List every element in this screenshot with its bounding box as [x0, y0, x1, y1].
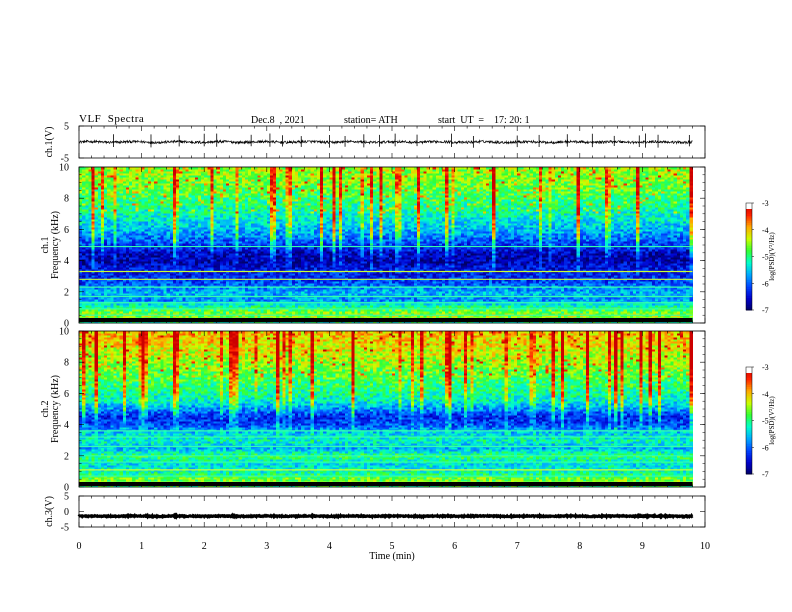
y-tick-label: 5 [64, 122, 69, 133]
ch1-voltage-panel: 5-5ch.1(V) [44, 122, 705, 165]
ch1-voltage-ylabel: ch.1(V) [44, 127, 55, 158]
ch1-spectrogram-cells [79, 167, 693, 323]
ch1-voltage-trace [79, 140, 693, 143]
